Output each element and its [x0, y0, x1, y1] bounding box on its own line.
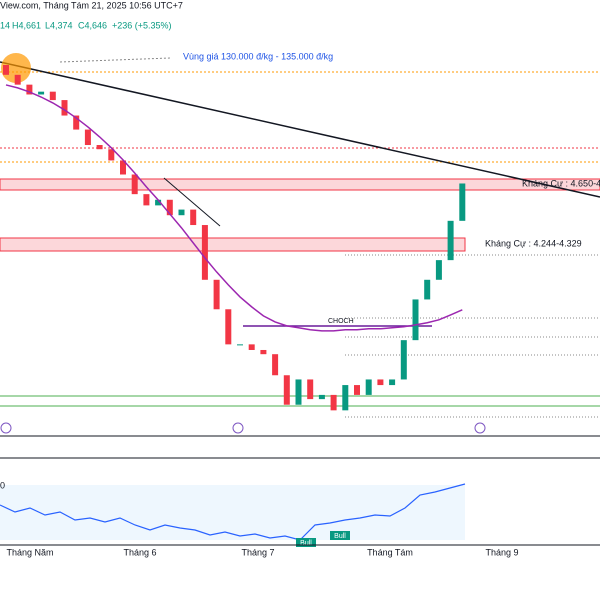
- candle: [166, 199, 173, 216]
- candle: [342, 385, 349, 411]
- ohlc-row: 14 H4,661 L4,374 C4,646 +236 (+5.35%): [0, 20, 172, 30]
- candle: [295, 379, 302, 405]
- icon: [232, 422, 244, 434]
- candle: [178, 209, 185, 216]
- candle: [201, 225, 208, 280]
- signal: Bull: [334, 533, 346, 540]
- candle: [377, 379, 384, 386]
- candle: [248, 344, 255, 350]
- candle: [307, 379, 314, 400]
- annotation: Kháng Cự : 4.244-4.329: [485, 238, 582, 248]
- candle: [3, 64, 9, 75]
- ohlc-high: H4,661: [12, 20, 41, 30]
- candle: [213, 279, 220, 310]
- candle: [272, 354, 279, 376]
- candle: [459, 183, 466, 221]
- header: View.com, Tháng Tám 21, 2025 10:56 UTC+7: [0, 0, 183, 10]
- candle: [225, 309, 232, 345]
- ohlc-close: C4,646: [78, 20, 107, 30]
- annotation: Vùng giá 130.000 đ/kg - 135.000 đ/kg: [183, 51, 333, 61]
- x-tick-label: Tháng 9: [485, 547, 518, 557]
- candle: [424, 279, 431, 300]
- candle: [237, 344, 243, 346]
- candle: [435, 260, 442, 280]
- candle: [330, 394, 337, 411]
- indicator-band: [0, 485, 465, 540]
- candle: [61, 100, 68, 116]
- candle: [120, 160, 126, 175]
- candle: [412, 299, 419, 341]
- candle: [400, 340, 407, 380]
- trend-line: [163, 177, 221, 227]
- indicator-line: [0, 483, 466, 541]
- ohlc-open: 14: [0, 20, 10, 30]
- candle: [190, 209, 197, 226]
- candle: [131, 174, 138, 195]
- signal-box: [330, 531, 350, 540]
- icon: [474, 422, 486, 434]
- candle: [354, 385, 360, 395]
- ohlc-low: L4,374: [45, 20, 73, 30]
- x-tick-label: Tháng Tám: [367, 547, 413, 557]
- candle: [14, 74, 21, 85]
- x-tick-label: Tháng 6: [123, 547, 156, 557]
- annotation: Kháng Cự : 4.650-4.70: [522, 178, 600, 188]
- x-tick-label: Tháng Năm: [6, 547, 53, 557]
- signal-box: [296, 538, 316, 547]
- candle: [365, 379, 372, 395]
- highlight: [1, 53, 31, 83]
- resistance-zone: [0, 237, 466, 252]
- candle: [38, 91, 45, 95]
- candle: [283, 375, 290, 405]
- candle: [84, 129, 91, 146]
- candle: [155, 199, 162, 206]
- x-tick-label: Tháng 7: [241, 547, 274, 557]
- icons: [0, 422, 486, 434]
- resistance-zone: [0, 178, 600, 191]
- candle: [73, 115, 80, 130]
- candle: [447, 220, 454, 261]
- candle: [260, 349, 267, 355]
- candle: [96, 145, 103, 150]
- moving-average: [5, 84, 463, 332]
- candle: [318, 394, 325, 400]
- ohlc-change: +236 (+5.35%): [112, 20, 172, 30]
- annotation: CHOCH: [328, 318, 354, 325]
- signal: Bull: [300, 540, 312, 547]
- trend-line: [0, 61, 600, 198]
- icon: [0, 422, 12, 434]
- candle: [389, 379, 396, 386]
- candle: [108, 149, 115, 161]
- indicator-level: 0: [0, 480, 5, 490]
- candle: [143, 194, 150, 206]
- candle: [26, 84, 33, 95]
- candle: [49, 91, 56, 101]
